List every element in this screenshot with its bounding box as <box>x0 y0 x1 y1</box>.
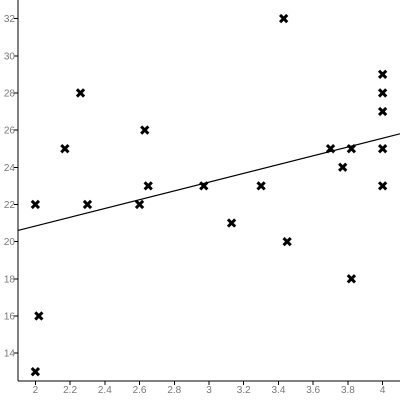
data-point <box>377 144 388 154</box>
data-point <box>377 181 388 191</box>
x-tick-label: 2.8 <box>167 385 181 396</box>
x-tick-label: 3 <box>206 385 212 396</box>
trend-line <box>17 133 400 232</box>
x-tick-label: 2.4 <box>98 385 112 396</box>
data-point <box>226 218 237 228</box>
data-point <box>256 181 266 191</box>
data-point <box>34 311 44 321</box>
data-point <box>346 274 357 284</box>
data-point <box>377 106 388 117</box>
data-point <box>134 199 145 210</box>
y-tick-label: 20 <box>4 237 16 248</box>
data-point <box>338 162 348 172</box>
data-point <box>30 199 41 210</box>
data-point <box>60 144 70 154</box>
data-point <box>30 367 41 377</box>
x-tick-label: 4 <box>380 385 386 396</box>
x-tick-label: 2 <box>33 385 39 396</box>
y-tick-label: 30 <box>4 51 16 62</box>
data-point <box>143 181 153 191</box>
x-axis: 2 2.2 2.4 2.6 2.8 3 3.2 3.4 3.6 3.8 4 <box>18 380 400 396</box>
x-tick-label: 2.6 <box>133 385 147 396</box>
data-point <box>346 144 357 154</box>
data-point <box>75 88 86 98</box>
data-point <box>282 236 292 247</box>
data-point <box>325 144 336 154</box>
x-tick-label: 3.2 <box>237 385 251 396</box>
data-points <box>30 13 388 377</box>
x-tick-label: 3.8 <box>341 385 355 396</box>
x-tick-label: 3.4 <box>272 385 286 396</box>
x-tick-label: 3.6 <box>306 385 320 396</box>
y-tick-label: 26 <box>4 126 16 137</box>
y-tick-label: 18 <box>4 274 16 285</box>
y-axis: 14 16 18 20 22 24 26 28 30 32 <box>4 0 19 381</box>
trend-line-group <box>17 133 400 232</box>
data-point <box>377 88 388 98</box>
data-point <box>140 125 150 135</box>
data-point <box>377 69 388 80</box>
y-tick-label: 22 <box>4 200 16 211</box>
y-tick-label: 28 <box>4 88 16 99</box>
y-tick-label: 16 <box>4 311 16 322</box>
data-point <box>199 181 209 191</box>
y-tick-label: 24 <box>4 163 16 174</box>
data-point <box>279 13 289 24</box>
x-tick-label: 2.2 <box>63 385 77 396</box>
y-tick-label: 14 <box>4 349 16 360</box>
data-point <box>82 199 93 210</box>
y-tick-label: 32 <box>4 14 16 25</box>
